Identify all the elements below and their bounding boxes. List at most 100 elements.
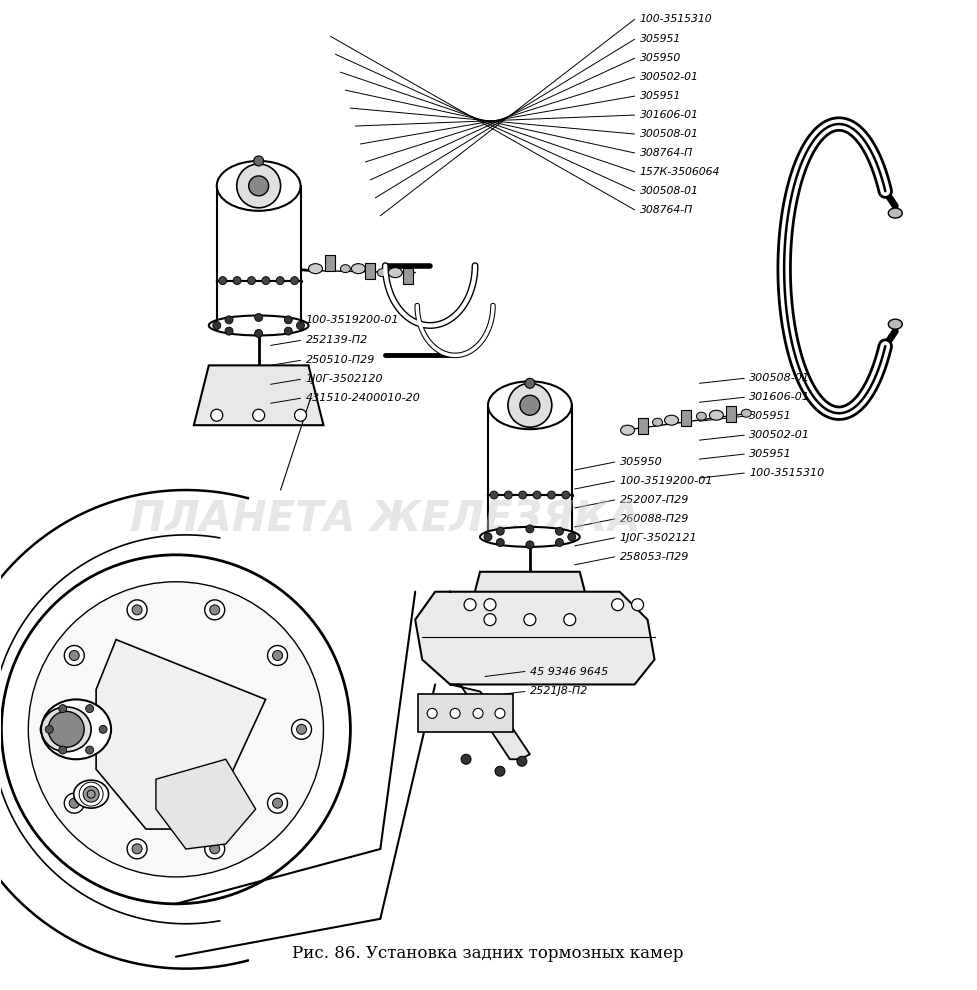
Text: 2521J8-П2: 2521J8-П2 [530, 686, 588, 696]
Ellipse shape [388, 267, 403, 277]
Ellipse shape [480, 527, 579, 546]
Circle shape [524, 614, 535, 626]
Circle shape [213, 322, 221, 330]
Circle shape [568, 533, 575, 541]
Ellipse shape [709, 410, 723, 420]
Text: 301606-01: 301606-01 [749, 392, 810, 402]
Circle shape [59, 705, 66, 713]
Polygon shape [193, 365, 323, 425]
Circle shape [496, 539, 504, 546]
Text: 305951: 305951 [749, 449, 792, 459]
Circle shape [525, 378, 534, 388]
Ellipse shape [653, 418, 662, 426]
Ellipse shape [340, 264, 351, 272]
Circle shape [461, 754, 471, 764]
Polygon shape [465, 572, 595, 630]
Ellipse shape [41, 699, 111, 759]
Ellipse shape [664, 415, 678, 425]
Circle shape [473, 709, 483, 719]
Polygon shape [450, 684, 530, 759]
Circle shape [427, 709, 437, 719]
Circle shape [297, 322, 305, 330]
Circle shape [533, 491, 541, 499]
Circle shape [268, 645, 287, 665]
Text: 305951: 305951 [640, 35, 681, 45]
Circle shape [490, 491, 498, 499]
Text: 300508-01: 300508-01 [640, 129, 699, 139]
Circle shape [564, 614, 575, 626]
Circle shape [127, 600, 147, 620]
Circle shape [64, 793, 84, 813]
Circle shape [210, 843, 220, 853]
Circle shape [205, 839, 225, 858]
Circle shape [517, 756, 527, 766]
Ellipse shape [209, 316, 309, 336]
Text: 300508-01: 300508-01 [640, 186, 699, 196]
Circle shape [254, 156, 264, 166]
Circle shape [291, 720, 312, 740]
Text: 301606-01: 301606-01 [640, 110, 699, 120]
Circle shape [45, 726, 53, 734]
Text: 300502-01: 300502-01 [640, 72, 699, 82]
Circle shape [86, 746, 94, 754]
Circle shape [547, 491, 555, 499]
Text: 300508-01: 300508-01 [749, 373, 810, 383]
Ellipse shape [41, 707, 91, 751]
Text: 157К-3506064: 157К-3506064 [640, 167, 720, 177]
Circle shape [249, 176, 269, 196]
Circle shape [219, 276, 227, 284]
Text: 308764-П: 308764-П [640, 205, 693, 215]
Circle shape [83, 786, 99, 802]
Text: 305951: 305951 [749, 411, 792, 421]
Text: 260088-П29: 260088-П29 [619, 514, 689, 524]
Ellipse shape [377, 268, 387, 276]
Bar [418, 694, 513, 733]
Bar [404, 267, 413, 283]
Circle shape [464, 599, 476, 611]
Polygon shape [156, 759, 256, 849]
Circle shape [48, 712, 84, 747]
Bar [681, 410, 692, 426]
Text: 258053-П29: 258053-П29 [619, 551, 689, 562]
Text: 100-3515310: 100-3515310 [640, 14, 712, 25]
Text: 300502-01: 300502-01 [749, 431, 810, 441]
Ellipse shape [352, 263, 365, 273]
Text: 100-3519200-01: 100-3519200-01 [306, 316, 399, 326]
Circle shape [225, 316, 234, 324]
Circle shape [495, 766, 505, 776]
Circle shape [496, 528, 504, 536]
Circle shape [127, 839, 147, 858]
Circle shape [225, 327, 234, 335]
Circle shape [273, 798, 282, 808]
Circle shape [520, 395, 540, 415]
Text: 45 9346 9645: 45 9346 9645 [530, 666, 608, 676]
Circle shape [1, 554, 351, 904]
Bar [217, 186, 301, 280]
Circle shape [631, 599, 644, 611]
Circle shape [28, 582, 323, 877]
Circle shape [556, 528, 564, 536]
Text: 252139-П2: 252139-П2 [306, 336, 367, 346]
Polygon shape [415, 592, 655, 684]
Text: 250510-П29: 250510-П29 [306, 355, 375, 365]
Circle shape [450, 709, 460, 719]
Circle shape [64, 645, 84, 665]
Bar [325, 254, 335, 270]
Circle shape [508, 383, 552, 428]
Circle shape [40, 720, 61, 740]
Circle shape [99, 726, 107, 734]
Text: 305950: 305950 [619, 457, 662, 467]
Circle shape [484, 533, 492, 541]
Circle shape [79, 782, 104, 806]
Circle shape [59, 746, 66, 754]
Circle shape [205, 600, 225, 620]
Text: 308764-П: 308764-П [640, 148, 693, 158]
Circle shape [526, 541, 533, 548]
Circle shape [297, 725, 307, 735]
Circle shape [273, 650, 282, 660]
Circle shape [87, 790, 95, 798]
Circle shape [556, 539, 564, 546]
Circle shape [262, 276, 270, 284]
Circle shape [294, 409, 307, 421]
Ellipse shape [217, 161, 301, 211]
